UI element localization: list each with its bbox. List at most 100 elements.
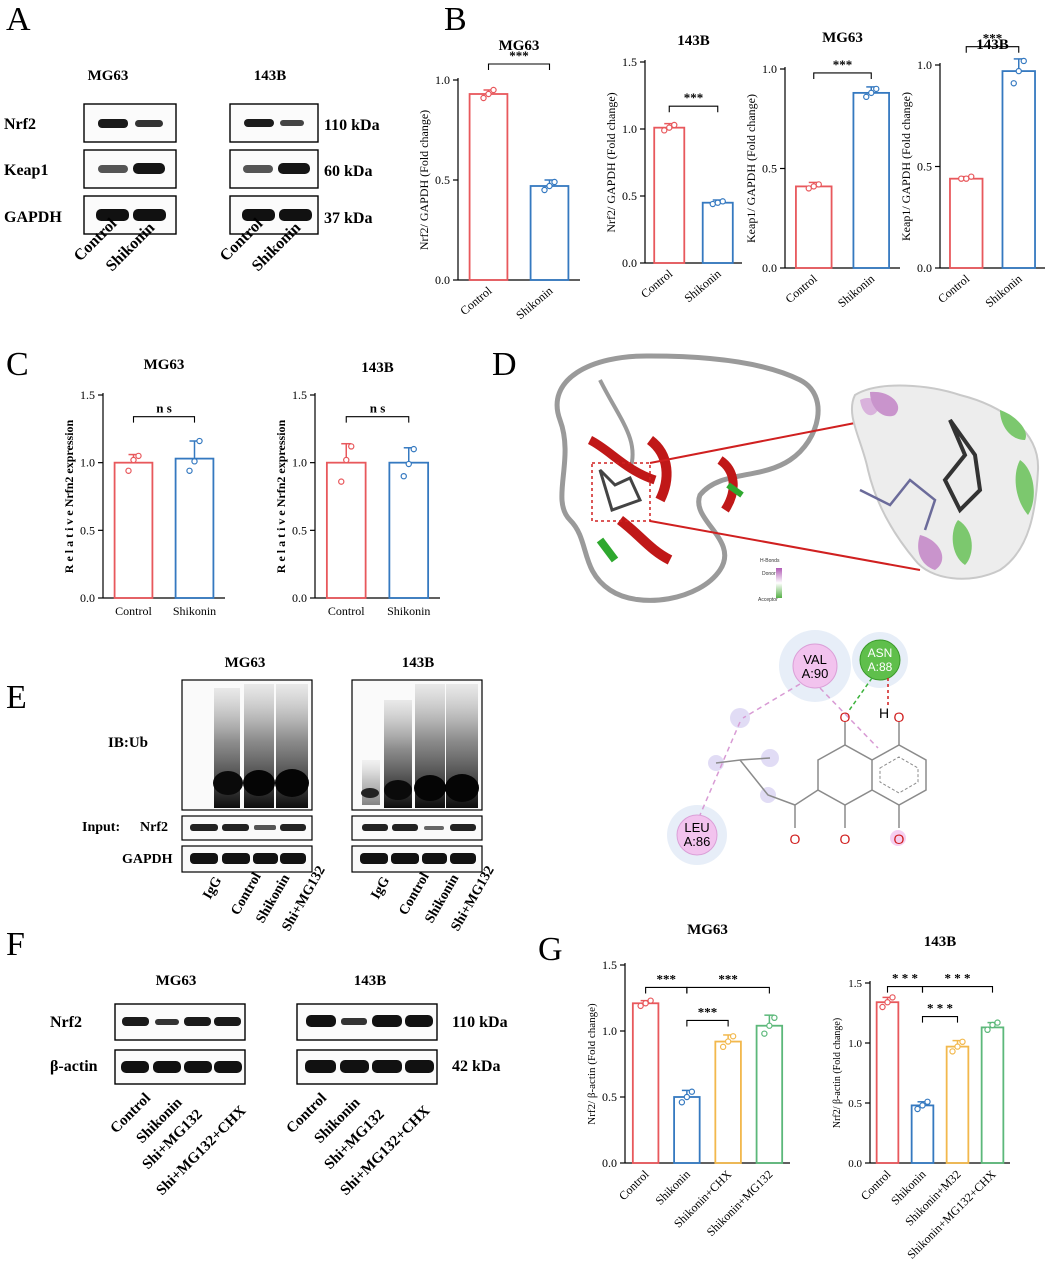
y-tick-label: 1.0 (622, 122, 637, 136)
atom-o-5: O (894, 831, 905, 847)
data-point (889, 994, 896, 1001)
data-point (919, 1102, 926, 1109)
chart-g1: MG63 0.0 0.5 1.0 1.5 Nrf2/ β-actin (Fold chan… (586, 922, 790, 1239)
blot-f-protein-nrf2: Nrf2 (50, 1014, 82, 1031)
ligand-sticks (598, 468, 643, 512)
data-point (994, 1019, 1001, 1026)
data-point (914, 1105, 921, 1113)
y-tick-label: 0.0 (917, 261, 932, 275)
x-tick-label: Control (783, 271, 821, 306)
chart-title: 143B (976, 37, 1009, 53)
data-point (647, 997, 654, 1004)
residue-leu-name: LEU (684, 820, 709, 835)
data-point (1010, 80, 1017, 87)
y-axis-label: Nrf2/ β-actin (Fold change) (586, 1003, 598, 1125)
chart-title: 143B (361, 360, 394, 376)
band (405, 1015, 433, 1027)
data-point (480, 94, 487, 102)
helix (646, 436, 672, 503)
atom-halo (730, 708, 750, 728)
band (361, 788, 379, 798)
chart-b2: 143B 0.0 0.5 1.0 1.5 Nrf2/ GAPDH (Fold change… (604, 33, 742, 305)
band (450, 824, 476, 831)
band (155, 1019, 179, 1025)
band (280, 120, 304, 126)
x-tick-label: Control (638, 266, 676, 301)
significance-bracket (132, 416, 196, 423)
y-tick-label: 1.0 (848, 1038, 862, 1050)
bar-shikonin-mg132 (755, 1024, 784, 1164)
bar-control (325, 461, 367, 599)
bar-shikonin (910, 1104, 935, 1164)
chart-title: MG63 (687, 922, 728, 938)
band (422, 853, 447, 864)
panel-letter-a: A (6, 1, 31, 38)
panel-letter-g: G (538, 931, 563, 968)
significance-bracket (813, 72, 872, 79)
data-point (186, 467, 193, 474)
protein-ribbon (554, 353, 821, 603)
band (190, 824, 218, 831)
bar-control (875, 1001, 900, 1164)
band (98, 165, 128, 173)
ring (817, 744, 873, 806)
x-tick-label: Shikonin (173, 604, 216, 618)
band (405, 1060, 434, 1073)
panel-letter-b: B (444, 1, 467, 38)
hbond-legend-title: H-Bonds (760, 558, 780, 564)
blot-a-cell-143b: 143B (254, 68, 287, 84)
y-tick-label: 1.5 (848, 978, 862, 990)
band (214, 1017, 241, 1026)
y-axis-label: R e l a t i v e Nrfn2 expression (62, 419, 76, 573)
band (279, 209, 312, 221)
significance-label: * * * (945, 971, 971, 986)
band (214, 1061, 242, 1073)
x-tick-label: Shikonin (387, 604, 430, 618)
band (391, 853, 419, 864)
panel-f-blots: MG63 143B Nrf2 β-actin 110 kDa 42 kDa Co… (50, 973, 508, 1199)
blot-a-kda-60: 60 kDa (324, 163, 372, 180)
chart-title: MG63 (499, 38, 540, 54)
y-axis-label: Nrf2/ GAPDH (Fold change) (417, 110, 431, 250)
helix (717, 456, 738, 513)
x-tick-label: Shikonin (982, 272, 1024, 311)
band (184, 1061, 212, 1073)
x-tick-label: Control (457, 283, 495, 318)
atom-halo (890, 830, 906, 846)
data-point (678, 1099, 686, 1106)
chart-title: 143B (677, 33, 710, 49)
band (222, 824, 249, 831)
smear (362, 760, 380, 805)
data-point (191, 458, 198, 465)
band (360, 853, 388, 864)
panel-letter-c: C (6, 346, 29, 383)
y-tick-label: 1.5 (80, 388, 95, 402)
y-tick-label: 0.0 (292, 591, 307, 605)
surface-donor (870, 391, 899, 417)
protein-loop (598, 379, 635, 471)
significance-bracket (686, 1019, 729, 1027)
x-tick-label: Shikonin (652, 1167, 693, 1208)
band (414, 775, 446, 801)
band (362, 824, 388, 831)
data-point (724, 1038, 732, 1045)
y-tick-label: 1.0 (80, 456, 95, 470)
band (253, 853, 278, 864)
data-point (671, 121, 678, 129)
bar-control (631, 1002, 660, 1164)
significance-bracket (645, 986, 688, 994)
blot-f-kda-42: 42 kDa (452, 1058, 500, 1075)
band (450, 853, 476, 864)
data-point (709, 200, 716, 208)
significance-bracket (487, 63, 551, 70)
data-point (343, 456, 350, 464)
significance-label: *** (833, 57, 853, 72)
atom-o-4: O (790, 831, 801, 847)
y-tick-label: 1.5 (622, 55, 637, 69)
residue-val-id: A:90 (802, 666, 829, 681)
x-tick-label: Control (616, 1167, 652, 1203)
blot-f-kda-110: 110 kDa (452, 1014, 508, 1031)
zoom-line-bottom (649, 520, 921, 571)
data-point (719, 1043, 727, 1051)
bar-shikonin-mg132-chx (980, 1026, 1005, 1164)
